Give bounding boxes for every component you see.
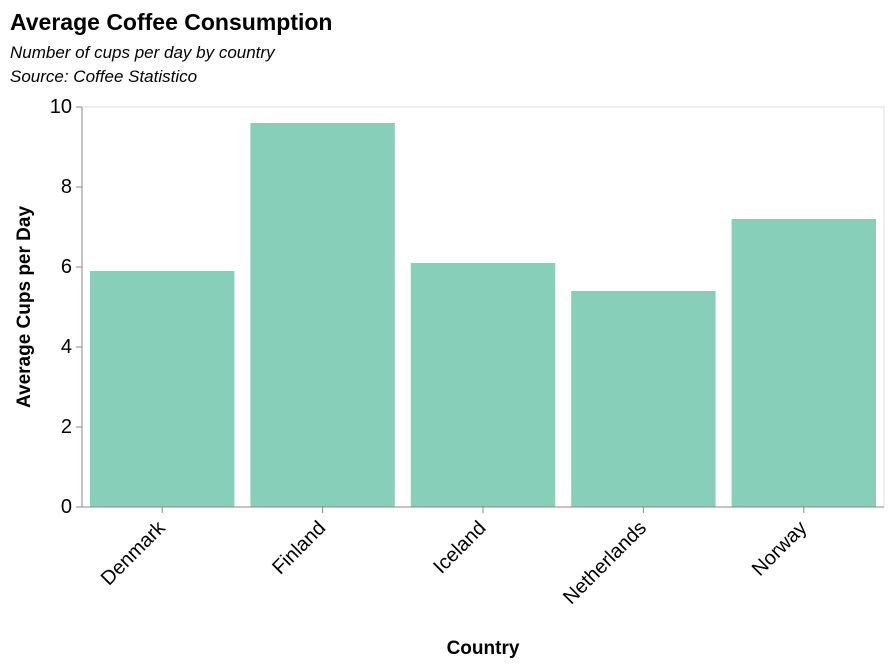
x-tick-label-denmark: Denmark — [97, 516, 171, 590]
y-tick-label: 0 — [61, 496, 72, 518]
y-axis: 0 2 4 6 8 10 — [50, 96, 83, 518]
bar-finland — [250, 123, 395, 507]
x-tick-label-iceland: Iceland — [429, 517, 490, 578]
y-tick-label: 4 — [61, 336, 72, 358]
y-tick-label: 6 — [61, 256, 72, 278]
x-tick-label-netherlands: Netherlands — [559, 517, 651, 609]
y-tick-label: 8 — [61, 176, 72, 198]
bar-netherlands — [571, 291, 716, 507]
bar-norway — [731, 219, 876, 507]
x-tick-label-finland: Finland — [268, 517, 330, 579]
x-axis-title: Country — [447, 638, 520, 659]
x-axis: Denmark Finland Iceland Netherlands Norway — [82, 506, 884, 609]
bar-denmark — [90, 271, 235, 507]
chart-subtitle-line-1: Number of cups per day by country — [10, 43, 276, 62]
chart-title: Average Coffee Consumption — [10, 9, 332, 35]
chart-subtitle-line-2: Source: Coffee Statistico — [10, 67, 197, 86]
y-tick-label: 10 — [50, 96, 72, 118]
bar-series — [90, 123, 876, 507]
bar-iceland — [410, 263, 556, 507]
y-tick-label: 2 — [61, 416, 72, 438]
x-tick-label-norway: Norway — [748, 517, 811, 580]
y-axis-title: Average Cups per Day — [14, 206, 35, 408]
